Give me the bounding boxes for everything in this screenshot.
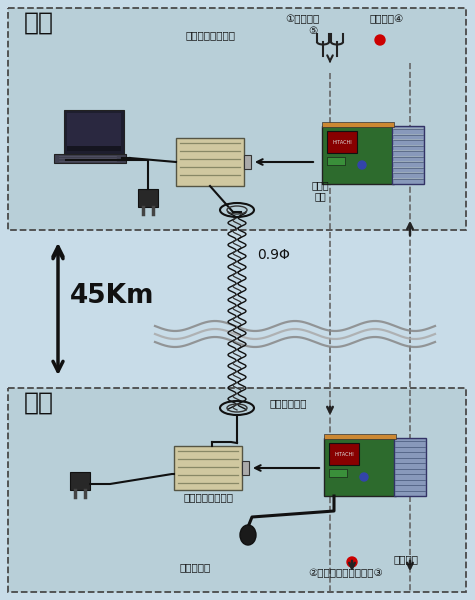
Text: 伝送親局ユニット: 伝送親局ユニット bbox=[185, 30, 235, 40]
FancyBboxPatch shape bbox=[322, 122, 394, 127]
FancyBboxPatch shape bbox=[54, 154, 126, 163]
Text: ②８点出力　８点入力③: ②８点出力 ８点入力③ bbox=[308, 568, 383, 578]
FancyBboxPatch shape bbox=[393, 145, 423, 146]
Circle shape bbox=[360, 473, 368, 481]
Text: 折り返し: 折り返し bbox=[393, 554, 418, 564]
Text: 0.9Φ: 0.9Φ bbox=[257, 248, 290, 262]
FancyBboxPatch shape bbox=[70, 472, 90, 490]
FancyBboxPatch shape bbox=[67, 145, 121, 151]
Text: 温度センサ: 温度センサ bbox=[180, 562, 211, 572]
Circle shape bbox=[375, 35, 385, 45]
FancyBboxPatch shape bbox=[327, 131, 357, 153]
Text: ⑤: ⑤ bbox=[308, 26, 317, 36]
FancyBboxPatch shape bbox=[393, 155, 423, 157]
FancyBboxPatch shape bbox=[176, 138, 244, 186]
Text: 伝送主
基板: 伝送主 基板 bbox=[311, 180, 329, 202]
Text: 45Km: 45Km bbox=[70, 283, 154, 309]
FancyBboxPatch shape bbox=[329, 469, 347, 477]
FancyBboxPatch shape bbox=[327, 157, 345, 165]
Text: アナログ入力: アナログ入力 bbox=[270, 398, 307, 408]
FancyBboxPatch shape bbox=[393, 133, 423, 136]
Text: 京都: 京都 bbox=[24, 391, 54, 415]
Text: 伝送子局ユニット: 伝送子局ユニット bbox=[183, 492, 233, 502]
FancyBboxPatch shape bbox=[393, 128, 423, 130]
FancyBboxPatch shape bbox=[393, 172, 423, 174]
FancyBboxPatch shape bbox=[393, 161, 423, 163]
FancyBboxPatch shape bbox=[242, 461, 249, 475]
FancyBboxPatch shape bbox=[64, 109, 124, 154]
Text: ①８点入力: ①８点入力 bbox=[285, 14, 319, 24]
Text: HITACHI: HITACHI bbox=[332, 139, 352, 145]
FancyBboxPatch shape bbox=[324, 438, 396, 496]
FancyBboxPatch shape bbox=[393, 166, 423, 169]
FancyBboxPatch shape bbox=[393, 178, 423, 179]
FancyBboxPatch shape bbox=[329, 443, 359, 465]
FancyBboxPatch shape bbox=[8, 8, 466, 230]
Ellipse shape bbox=[240, 525, 256, 545]
Circle shape bbox=[347, 557, 357, 567]
FancyBboxPatch shape bbox=[393, 139, 423, 141]
FancyBboxPatch shape bbox=[67, 113, 121, 151]
FancyBboxPatch shape bbox=[393, 150, 423, 152]
Text: ８点出力④: ８点出力④ bbox=[370, 14, 404, 24]
FancyBboxPatch shape bbox=[8, 388, 466, 592]
FancyBboxPatch shape bbox=[392, 126, 424, 184]
FancyBboxPatch shape bbox=[138, 189, 158, 207]
FancyBboxPatch shape bbox=[394, 438, 426, 496]
Circle shape bbox=[358, 161, 366, 169]
Text: 大阪: 大阪 bbox=[24, 11, 54, 35]
FancyBboxPatch shape bbox=[174, 446, 242, 490]
Text: HITACHI: HITACHI bbox=[334, 451, 354, 457]
FancyBboxPatch shape bbox=[324, 434, 396, 439]
FancyBboxPatch shape bbox=[244, 155, 251, 169]
FancyBboxPatch shape bbox=[322, 126, 394, 184]
